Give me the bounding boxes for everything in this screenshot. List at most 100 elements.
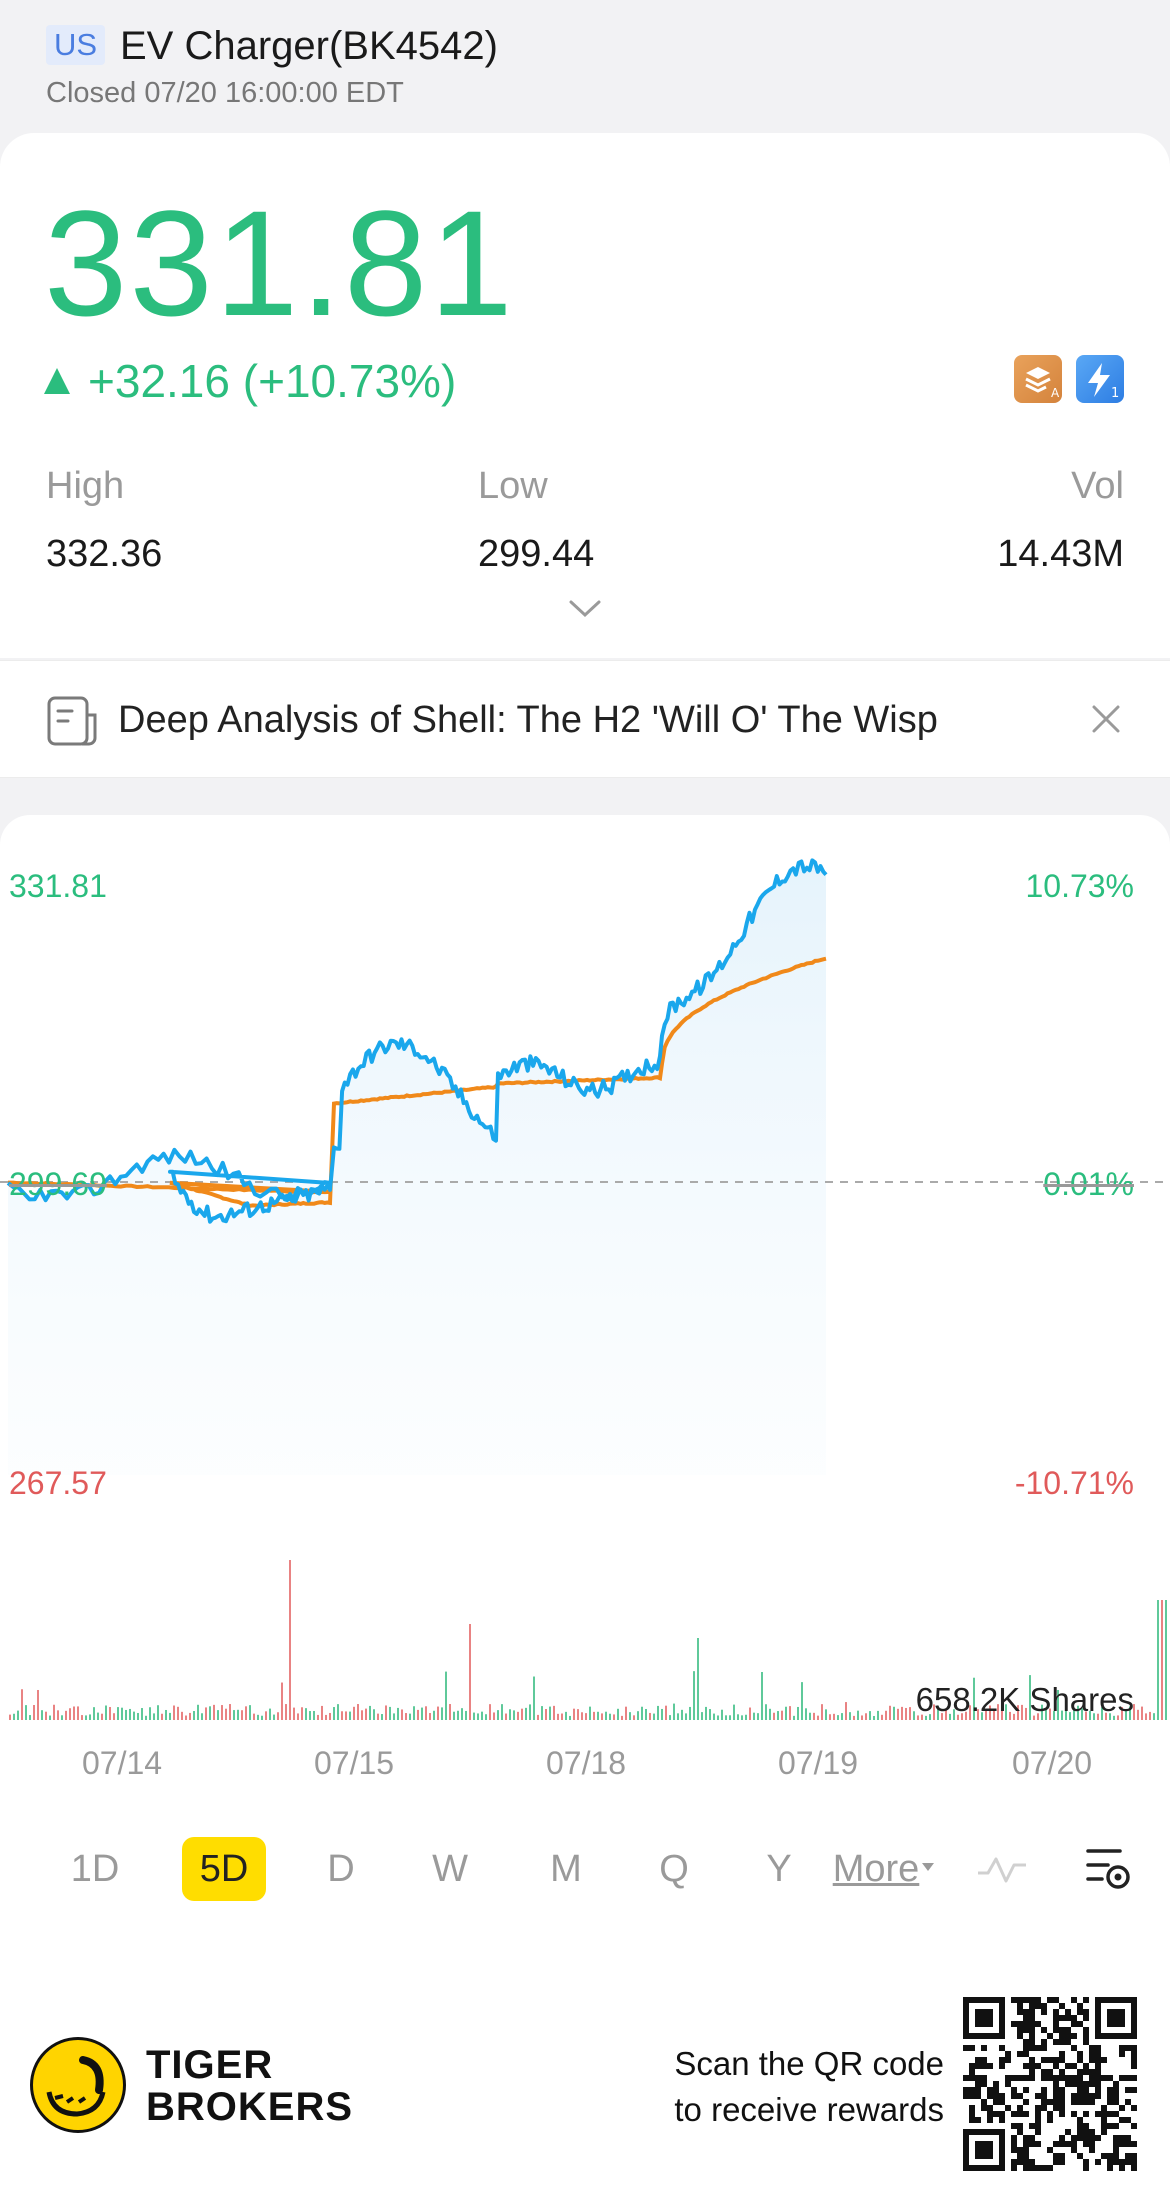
volume-bar bbox=[865, 1713, 867, 1720]
volume-bar bbox=[445, 1671, 447, 1720]
volume-bar bbox=[17, 1710, 19, 1720]
volume-bar bbox=[373, 1709, 375, 1720]
volume-bar bbox=[1105, 1712, 1107, 1720]
scan-prompt-line1: Scan the QR code bbox=[674, 2045, 944, 2082]
tab-q[interactable]: Q bbox=[659, 1848, 689, 1890]
volume-bar bbox=[553, 1705, 555, 1720]
volume-bar bbox=[649, 1712, 651, 1720]
volume-bar bbox=[97, 1712, 99, 1720]
volume-bar bbox=[869, 1711, 871, 1720]
volume-bar bbox=[685, 1713, 687, 1720]
chevron-down-icon[interactable] bbox=[568, 599, 602, 619]
volume-bar bbox=[29, 1715, 31, 1720]
volume-bar bbox=[525, 1707, 527, 1720]
volume-bar bbox=[1141, 1706, 1143, 1720]
volume-bar bbox=[877, 1710, 879, 1720]
volume-bar bbox=[61, 1715, 63, 1720]
volume-bar bbox=[1125, 1709, 1127, 1720]
volume-bar bbox=[217, 1710, 219, 1720]
volume-bar bbox=[1161, 1600, 1163, 1720]
volume-bar bbox=[345, 1711, 347, 1720]
volume-bar bbox=[49, 1715, 51, 1720]
volume-bar bbox=[537, 1714, 539, 1720]
volume-bar bbox=[577, 1709, 579, 1720]
volume-bar bbox=[173, 1705, 175, 1720]
volume-bar bbox=[1025, 1707, 1027, 1720]
volume-bar bbox=[533, 1676, 535, 1720]
volume-bar bbox=[261, 1715, 263, 1720]
stat-high: High 332.36 bbox=[46, 463, 162, 577]
volume-bar bbox=[213, 1704, 215, 1720]
tiger-brokers-logo bbox=[30, 2037, 126, 2133]
news-banner[interactable]: Deep Analysis of Shell: The H2 'Will O' … bbox=[0, 660, 1170, 778]
tab-w[interactable]: W bbox=[432, 1848, 468, 1890]
volume-bar bbox=[681, 1709, 683, 1720]
volume-bar bbox=[157, 1705, 159, 1720]
volume-bar bbox=[821, 1704, 823, 1720]
volume-bar bbox=[573, 1708, 575, 1720]
volume-bar bbox=[57, 1710, 59, 1720]
stock-title: EV Charger(BK4542) bbox=[120, 24, 498, 68]
stat-volume-label: Vol bbox=[1071, 465, 1124, 507]
volume-bar bbox=[565, 1711, 567, 1720]
volume-bar bbox=[197, 1704, 199, 1720]
tab-more[interactable]: More bbox=[832, 1848, 920, 1890]
tab-y[interactable]: Y bbox=[766, 1848, 792, 1890]
y-axis-pct-high: 10.73% bbox=[1025, 868, 1134, 904]
volume-bar bbox=[897, 1708, 899, 1720]
volume-bar bbox=[817, 1715, 819, 1720]
volume-bar bbox=[101, 1713, 103, 1720]
stat-volume: Vol 14.43M bbox=[997, 463, 1124, 577]
volume-bar bbox=[1005, 1704, 1007, 1720]
indicator-line-icon[interactable] bbox=[976, 1851, 1028, 1887]
volume-bar bbox=[1145, 1713, 1147, 1720]
volume-bar bbox=[25, 1705, 27, 1720]
y-axis-price-high: 331.81 bbox=[9, 868, 107, 904]
close-icon[interactable] bbox=[1086, 699, 1126, 739]
volume-bar bbox=[629, 1712, 631, 1720]
volume-bar bbox=[937, 1705, 939, 1720]
volume-bar bbox=[741, 1715, 743, 1720]
volume-bar bbox=[357, 1704, 359, 1720]
chart-settings-icon[interactable] bbox=[1084, 1843, 1134, 1895]
volume-bar bbox=[793, 1715, 795, 1720]
volume-bar bbox=[289, 1560, 291, 1720]
volume-bar bbox=[353, 1706, 355, 1720]
tab-m[interactable]: M bbox=[550, 1848, 582, 1890]
volume-bar bbox=[145, 1715, 147, 1720]
volume-bar bbox=[453, 1711, 455, 1720]
volume-bar bbox=[973, 1677, 975, 1720]
caret-down-icon[interactable] bbox=[920, 1861, 936, 1873]
volume-bar bbox=[1153, 1713, 1155, 1720]
volume-bar bbox=[969, 1705, 971, 1720]
volume-bar bbox=[881, 1714, 883, 1720]
volume-bar bbox=[269, 1708, 271, 1720]
volume-bar bbox=[665, 1705, 667, 1720]
volume-bar bbox=[641, 1706, 643, 1720]
volume-bar bbox=[1049, 1708, 1051, 1720]
volume-bar bbox=[441, 1707, 443, 1720]
volume-bar bbox=[1037, 1713, 1039, 1720]
volume-bar bbox=[509, 1709, 511, 1720]
volume-bar bbox=[305, 1708, 307, 1720]
volume-bar bbox=[449, 1704, 451, 1720]
volume-bar bbox=[945, 1709, 947, 1720]
lightning-1-icon[interactable]: 1 bbox=[1076, 355, 1124, 403]
tab-d[interactable]: D bbox=[327, 1848, 355, 1890]
period-tabs: 1D 5D D W M Q Y More bbox=[0, 1825, 1170, 1905]
layers-a-icon[interactable]: A bbox=[1014, 355, 1062, 403]
volume-bar bbox=[501, 1704, 503, 1720]
volume-bar bbox=[361, 1710, 363, 1720]
news-headline[interactable]: Deep Analysis of Shell: The H2 'Will O' … bbox=[118, 699, 938, 741]
price-chart[interactable] bbox=[0, 815, 1170, 1815]
tab-5d[interactable]: 5D bbox=[182, 1837, 266, 1901]
tab-1d[interactable]: 1D bbox=[70, 1848, 120, 1890]
volume-bar bbox=[33, 1705, 35, 1720]
volume-bar bbox=[461, 1708, 463, 1720]
volume-bar bbox=[541, 1706, 543, 1720]
volume-bar bbox=[529, 1704, 531, 1720]
volume-bar bbox=[545, 1708, 547, 1720]
volume-bar bbox=[409, 1713, 411, 1720]
volume-bar bbox=[365, 1708, 367, 1720]
volume-bar bbox=[849, 1712, 851, 1720]
